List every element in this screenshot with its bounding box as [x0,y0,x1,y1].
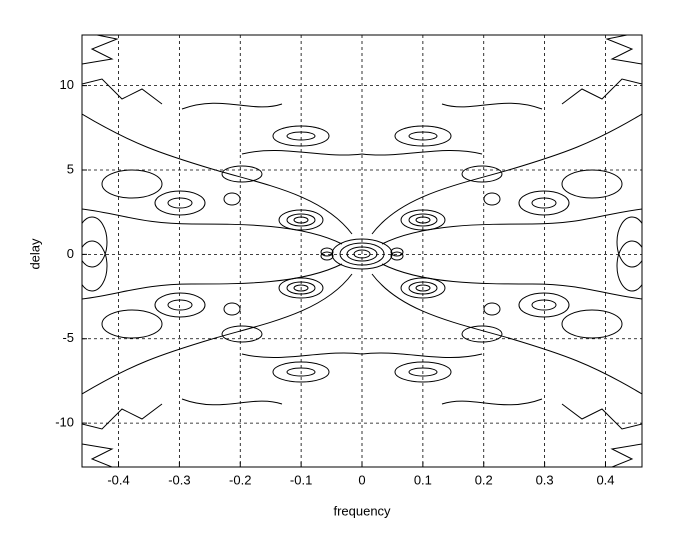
contour [339,242,385,266]
x-tick-label: 0 [358,472,365,487]
grid [82,35,642,467]
contour-quadrant [82,35,363,268]
contour [331,238,393,270]
y-tick-label: 10 [60,77,74,92]
x-tick-label: -0.4 [107,472,129,487]
x-tick-label: -0.1 [290,472,312,487]
contours [82,35,642,467]
y-tick-label: -5 [62,330,74,345]
x-axis-label: frequency [333,503,391,518]
contour-quadrant [361,240,642,467]
contour [353,249,371,259]
contour-quadrant [361,35,642,268]
x-tick-label: 0.4 [596,472,614,487]
x-tick-label: 0.3 [536,472,554,487]
x-tick-label: 0.1 [414,472,432,487]
y-axis-label: delay [27,238,42,270]
contour [346,246,378,262]
y-tick-label: 5 [67,161,74,176]
x-tick-label: -0.3 [168,472,190,487]
y-tick-label: -10 [55,415,74,430]
x-tick-label: -0.2 [229,472,251,487]
y-tick-label: 0 [67,246,74,261]
x-tick-label: 0.2 [475,472,493,487]
contour-quadrant [82,240,363,467]
